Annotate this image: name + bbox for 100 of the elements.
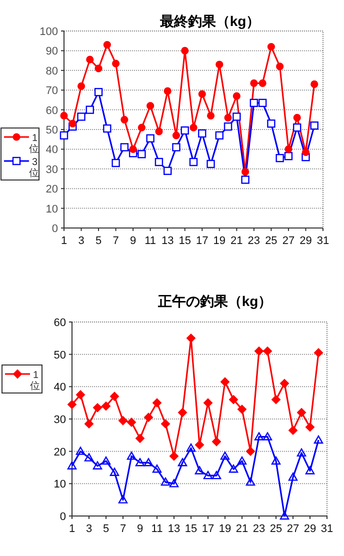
x-tick-label: 5: [95, 235, 102, 247]
point: [77, 82, 86, 90]
point: [194, 466, 204, 474]
x-tick-label: 13: [161, 235, 174, 247]
x-tick-label: 17: [202, 523, 214, 535]
point: [297, 408, 306, 418]
x-tick-label: 7: [120, 523, 126, 535]
x-tick-label: 7: [112, 235, 119, 247]
point: [254, 432, 264, 440]
x-tick-label: 21: [230, 235, 243, 247]
y-tick-label: 80: [46, 65, 58, 78]
y-tick-label: 10: [46, 203, 58, 216]
point: [229, 395, 238, 404]
x-tick-label: 19: [213, 235, 226, 247]
point: [224, 122, 232, 131]
point: [276, 62, 284, 70]
point: [126, 452, 136, 460]
point: [67, 461, 77, 470]
x-tick-label: 3: [86, 523, 92, 535]
point: [86, 106, 94, 114]
point: [180, 126, 189, 135]
point: [228, 464, 238, 473]
point: [84, 419, 94, 428]
x-tick-label: 15: [184, 523, 198, 535]
point: [206, 160, 215, 168]
point: [232, 92, 240, 100]
point: [288, 472, 298, 481]
y-tick-label: 30: [54, 414, 66, 426]
point: [94, 64, 102, 72]
point: [198, 90, 206, 98]
y-tick-label: 90: [46, 46, 58, 58]
point: [76, 390, 85, 400]
point: [206, 112, 215, 120]
point: [306, 422, 314, 432]
point: [220, 452, 230, 460]
point: [178, 408, 187, 418]
point: [102, 402, 110, 411]
point: [68, 120, 76, 128]
y-tick-label: 50: [54, 349, 66, 362]
point: [135, 458, 145, 466]
point: [284, 145, 292, 153]
point: [112, 158, 120, 168]
point: [189, 158, 198, 166]
y-tick-label: 60: [54, 317, 66, 329]
x-tick-label: 13: [168, 523, 180, 535]
point: [238, 404, 246, 414]
x-tick-label: 17: [196, 235, 208, 247]
point: [186, 334, 196, 343]
x-tick-label: 15: [178, 235, 191, 247]
point: [204, 398, 212, 408]
point: [314, 348, 323, 358]
x-tick-label: 1: [60, 235, 68, 247]
point: [93, 403, 102, 412]
point: [258, 79, 266, 88]
x-tick-label: 9: [136, 523, 144, 535]
point: [314, 435, 324, 444]
y-tick-label: 50: [46, 124, 58, 136]
point: [258, 98, 267, 108]
point: [212, 437, 221, 446]
point: [118, 416, 128, 426]
point: [241, 176, 250, 184]
point: [103, 124, 112, 133]
x-tick-label: 25: [265, 235, 278, 247]
y-tick-label: 20: [46, 184, 58, 196]
x-tick-label: 19: [218, 523, 232, 535]
point: [110, 392, 119, 401]
x-tick-label: 3: [78, 235, 84, 247]
point: [146, 102, 154, 110]
point: [172, 143, 180, 152]
point: [138, 150, 146, 158]
point: [181, 46, 189, 54]
point: [280, 511, 290, 520]
point: [101, 456, 111, 465]
y-tick-label: 0: [60, 511, 66, 523]
legend-label: 3位: [29, 157, 39, 179]
y-tick-label: 0: [52, 223, 58, 235]
point: [172, 132, 180, 140]
point: [144, 412, 153, 422]
point: [224, 114, 232, 122]
point: [293, 123, 302, 132]
point: [164, 87, 172, 95]
y-tick-label: 60: [46, 104, 58, 117]
point: [152, 464, 162, 473]
point: [296, 448, 306, 457]
legend-label: 1位: [29, 133, 39, 155]
point: [242, 168, 250, 176]
point: [267, 119, 276, 128]
point: [136, 434, 144, 443]
point: [60, 131, 68, 140]
point: [154, 158, 164, 166]
x-tick-label: 11: [151, 523, 163, 535]
point: [190, 124, 198, 132]
x-tick-label: 23: [248, 235, 260, 247]
point: [112, 60, 120, 68]
point: [293, 114, 301, 122]
x-tick-label: 29: [304, 523, 316, 535]
x-tick-label: 9: [130, 235, 136, 247]
x-tick-label: 31: [320, 523, 334, 535]
point: [86, 56, 94, 64]
x-tick-label: 1: [68, 523, 76, 535]
